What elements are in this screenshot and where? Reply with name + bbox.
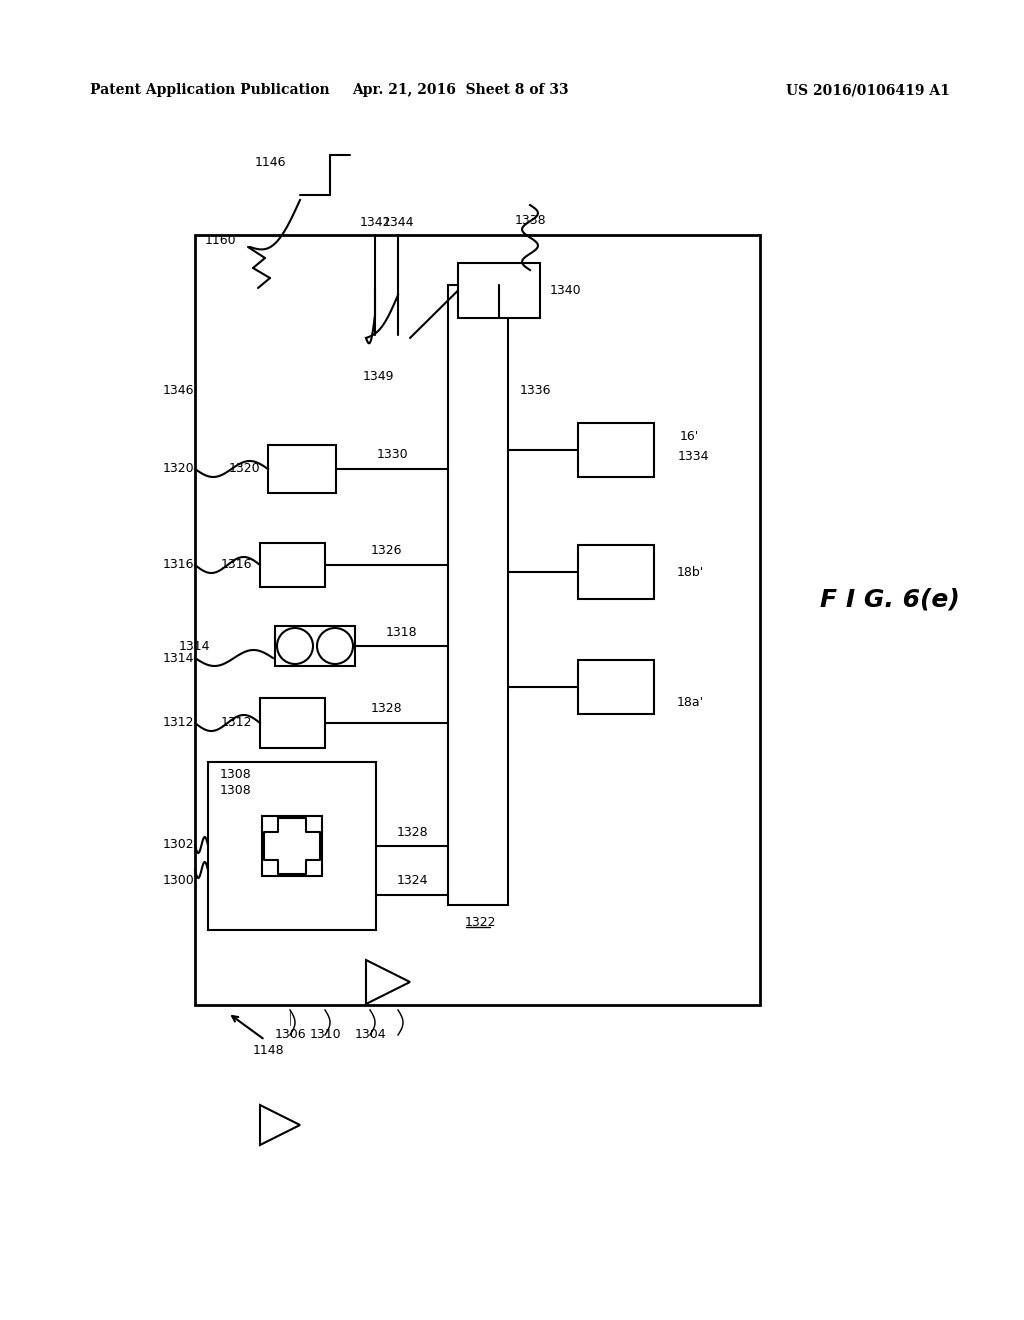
Text: 1349: 1349: [362, 370, 394, 383]
Text: 1322: 1322: [464, 916, 496, 929]
Bar: [458, 263, 540, 318]
Bar: [262, 816, 322, 876]
Text: 1302: 1302: [163, 838, 194, 851]
Text: 1316: 1316: [163, 558, 194, 572]
Text: 1314: 1314: [178, 639, 210, 652]
Bar: [449, 285, 508, 906]
Bar: [275, 626, 355, 667]
Text: 1304: 1304: [354, 1028, 386, 1041]
Text: 1308: 1308: [220, 768, 252, 781]
Bar: [268, 445, 336, 492]
Text: 18a': 18a': [677, 696, 705, 709]
Bar: [578, 422, 654, 477]
Text: Apr. 21, 2016  Sheet 8 of 33: Apr. 21, 2016 Sheet 8 of 33: [351, 83, 568, 96]
Bar: [195, 235, 760, 1005]
Text: 1328: 1328: [371, 702, 402, 715]
Text: 1326: 1326: [371, 544, 402, 557]
Text: 1312: 1312: [220, 717, 252, 730]
Text: 1320: 1320: [228, 462, 260, 475]
Text: 1146: 1146: [254, 157, 286, 169]
Bar: [208, 762, 376, 931]
Bar: [260, 698, 325, 748]
Text: 1306: 1306: [274, 1028, 306, 1041]
Text: 1342: 1342: [359, 216, 391, 230]
Text: 1308: 1308: [220, 784, 252, 796]
Bar: [578, 545, 654, 599]
Text: 18b': 18b': [677, 565, 705, 578]
Text: 1336: 1336: [520, 384, 552, 396]
Text: Patent Application Publication: Patent Application Publication: [90, 83, 330, 96]
Text: 1346: 1346: [163, 384, 194, 396]
Text: 1328: 1328: [396, 825, 428, 838]
Bar: [260, 543, 325, 587]
Text: 16': 16': [680, 429, 699, 442]
Text: 1344: 1344: [382, 216, 414, 230]
Text: 1148: 1148: [252, 1044, 284, 1056]
Text: 1314: 1314: [163, 652, 194, 664]
Text: 1340: 1340: [550, 284, 582, 297]
Text: 1324: 1324: [396, 874, 428, 887]
Text: 1330: 1330: [376, 449, 408, 462]
Text: 1312: 1312: [163, 717, 194, 730]
Text: 1316: 1316: [220, 558, 252, 572]
Text: 1310: 1310: [309, 1028, 341, 1041]
Text: US 2016/0106419 A1: US 2016/0106419 A1: [786, 83, 950, 96]
Text: 1334: 1334: [678, 450, 709, 462]
Text: 1300: 1300: [162, 874, 194, 887]
Text: 1160: 1160: [205, 234, 237, 247]
Text: 1320: 1320: [163, 462, 194, 475]
Text: F I G. 6(e): F I G. 6(e): [820, 587, 959, 612]
Text: 1318: 1318: [386, 626, 418, 639]
Text: 1338: 1338: [514, 214, 546, 227]
Bar: [578, 660, 654, 714]
